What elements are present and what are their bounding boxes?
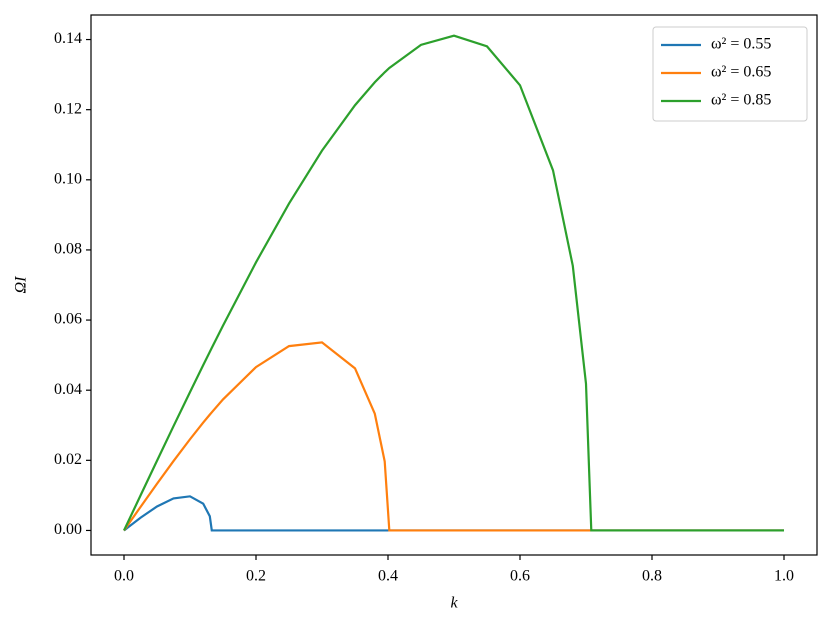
x-tick-label: 0.4 (378, 568, 398, 585)
y-tick-label: 0.02 (54, 451, 82, 468)
legend-box (652, 26, 808, 122)
y-tick-label: 0.08 (54, 241, 82, 258)
y-tick-label: 0.12 (54, 100, 82, 117)
legend-label: ω² = 0.65 (711, 64, 771, 81)
y-tick-label: 0.14 (54, 30, 82, 47)
x-tick-label: 0.2 (246, 568, 266, 585)
line (123, 34, 784, 532)
y-tick-label: 0.00 (54, 521, 82, 538)
y-tick-label: 0.06 (54, 311, 82, 328)
x-axis-label: k (450, 595, 458, 612)
line (123, 495, 784, 532)
y-axis-label: ΩI (13, 276, 30, 294)
y-tick-label: 0.10 (54, 170, 82, 187)
y-tick-label: 0.04 (54, 381, 82, 398)
x-tick-label: 1.0 (774, 568, 794, 585)
x-tick-label: 0.0 (114, 568, 134, 585)
legend-label: ω² = 0.55 (711, 36, 771, 53)
x-tick-label: 0.8 (642, 568, 662, 585)
plot-frame (90, 14, 818, 556)
line (123, 341, 784, 532)
x-tick-label: 0.6 (510, 568, 530, 585)
legend-label: ω² = 0.85 (711, 92, 771, 109)
